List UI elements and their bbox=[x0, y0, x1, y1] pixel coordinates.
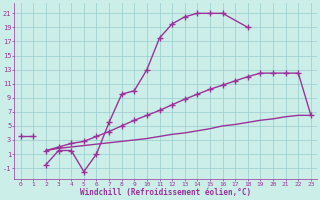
X-axis label: Windchill (Refroidissement éolien,°C): Windchill (Refroidissement éolien,°C) bbox=[80, 188, 252, 197]
